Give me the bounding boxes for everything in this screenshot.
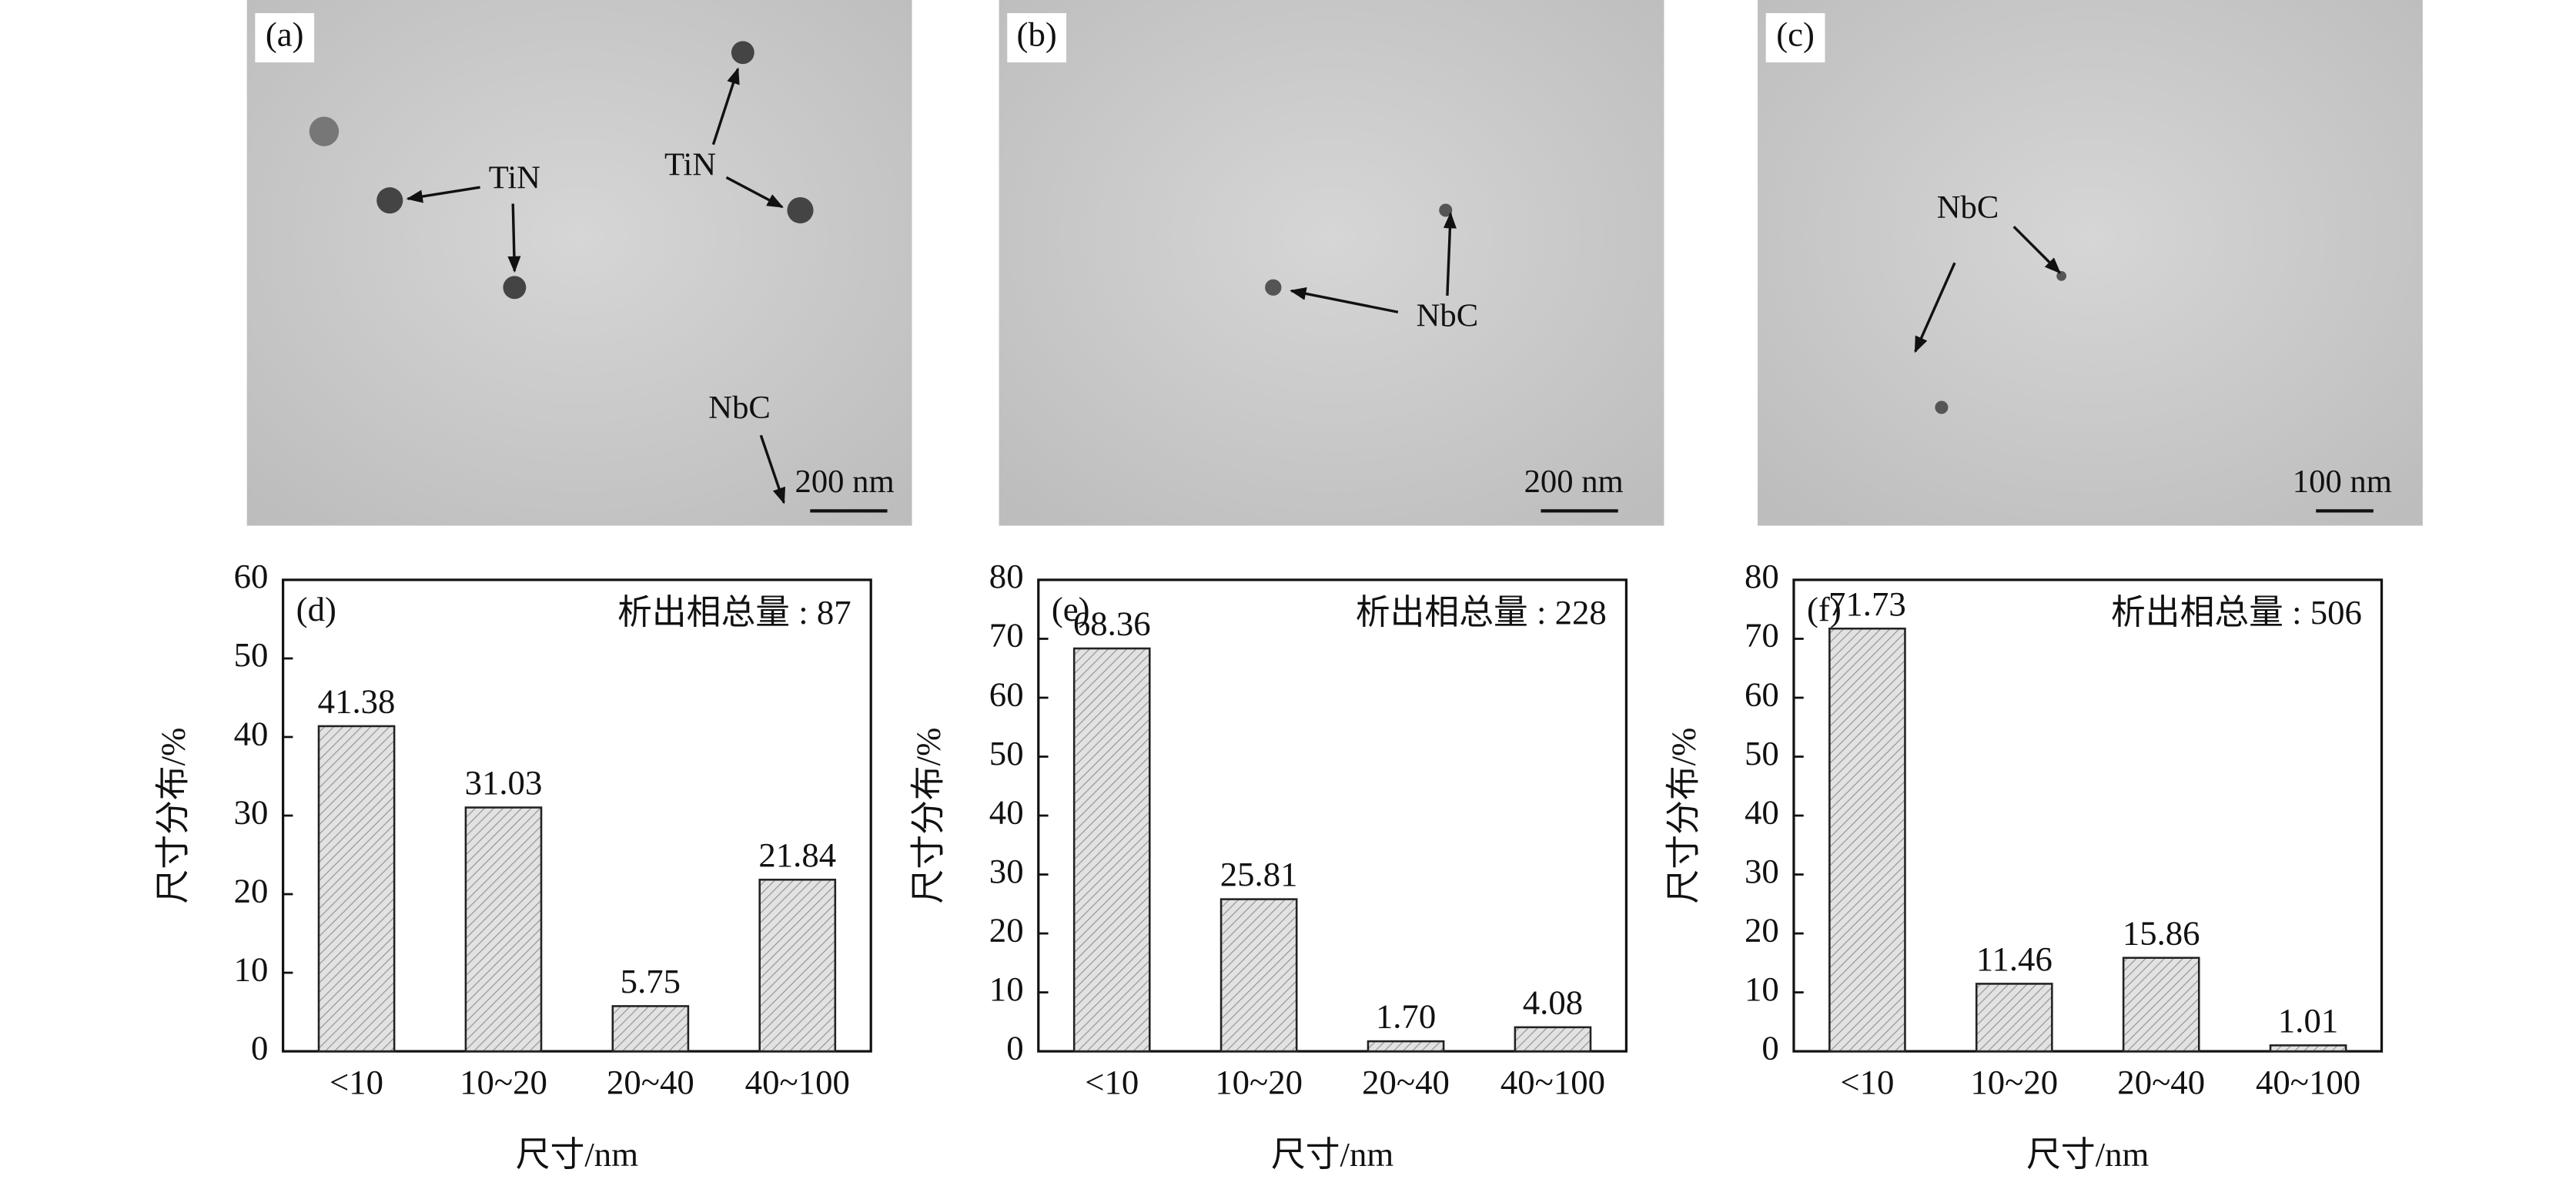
image [999,0,1664,526]
annotation: TiN [664,146,716,183]
y-tick-label: 50 [1745,734,1779,772]
y-tick-label: 60 [989,675,1024,713]
value-label: 21.84 [758,836,836,874]
bar [1975,983,2053,1053]
x-tick-label: <10 [1840,1063,1894,1101]
x-tick-label: 40~100 [745,1063,850,1101]
bar [1514,1026,1592,1053]
bar [1367,1040,1445,1053]
x-tick-label: <10 [1085,1063,1139,1101]
value-label: 15.86 [2123,913,2200,952]
value-label: 41.38 [318,682,396,720]
y-tick-label: 40 [234,714,269,752]
annotation: NbC [1937,189,1999,226]
annotation: NbC [1417,298,1479,334]
panel-label: (b) [1017,15,1057,53]
y-tick-label: 20 [234,871,269,910]
y-axis-label: 尺寸分布/% [1664,728,1703,904]
value-label: 5.75 [621,962,681,1000]
image [1758,0,2423,526]
value-label: 71.73 [1828,585,1906,623]
y-tick-label: 80 [1745,557,1779,595]
panel-label: (e) [1052,590,1090,628]
y-tick-label: 30 [1745,852,1779,890]
value-label: 11.46 [1976,940,2052,978]
y-tick-label: 70 [1745,616,1779,655]
y-tick-label: 20 [989,910,1024,949]
panel-label: (c) [1776,15,1815,53]
micrograph-a: (a) TiN TiN NbC 200 nm [246,0,912,526]
value-label: 4.08 [1523,983,1583,1021]
annotation: NbC [708,390,771,426]
bar [2122,957,2200,1053]
panel-label: (f) [1807,590,1842,628]
bar [758,878,837,1053]
bar [317,725,396,1053]
micrograph-b: (b) NbC 200 nm [999,0,1664,526]
bar [611,1005,690,1053]
bar [464,806,543,1053]
value-label: 25.81 [1220,855,1298,893]
y-tick-label: 10 [234,950,269,988]
scale-bar-label: 100 nm [2293,464,2392,500]
scale-bar-label: 200 nm [795,464,895,500]
image [246,0,912,526]
y-tick-label: 0 [251,1028,268,1067]
y-tick-label: 50 [989,734,1024,772]
y-tick-label: 40 [1745,792,1779,831]
y-tick-label: 40 [989,792,1024,831]
x-tick-label: 10~20 [1970,1063,2058,1101]
bar [1828,627,1906,1053]
y-tick-label: 80 [989,557,1024,595]
y-tick-label: 60 [1745,675,1779,713]
x-tick-label: 40~100 [2256,1063,2360,1101]
y-tick-label: 30 [234,792,269,831]
value-label: 1.01 [2278,1001,2338,1040]
bar [1219,898,1298,1053]
x-axis-label: 尺寸/nm [2026,1135,2149,1174]
bar [2269,1044,2347,1053]
y-axis-label: 尺寸分布/% [908,728,947,904]
annotation: TiN [489,159,540,196]
x-tick-label: 40~100 [1500,1063,1605,1101]
micrograph-c: (c) NbC 100 nm [1758,0,2423,526]
x-axis-label: 尺寸/nm [1271,1135,1393,1174]
y-tick-label: 0 [1761,1028,1778,1067]
value-label: 1.70 [1376,997,1436,1036]
y-tick-label: 10 [989,970,1024,1008]
x-tick-label: 10~20 [460,1063,547,1101]
value-label: 68.36 [1073,605,1151,643]
x-axis-label: 尺寸/nm [516,1135,638,1174]
y-tick-label: 10 [1745,970,1779,1008]
y-tick-label: 50 [234,635,269,674]
y-tick-label: 0 [1006,1028,1023,1067]
bar [1072,647,1151,1053]
panel-label: (d) [296,590,336,628]
panel-label: (a) [266,15,304,53]
x-tick-label: 10~20 [1215,1063,1303,1101]
value-label: 31.03 [465,763,543,802]
y-tick-label: 60 [234,557,269,595]
annotation: 析出相总量 : 506 [2111,593,2362,632]
x-tick-label: 20~40 [607,1063,694,1101]
y-tick-label: 20 [1745,910,1779,949]
annotation: 析出相总量 : 87 [617,593,851,632]
annotation: 析出相总量 : 228 [1356,593,1607,632]
scale-bar-label: 200 nm [1524,464,1624,500]
y-tick-label: 70 [989,616,1024,655]
x-tick-label: 20~40 [1362,1063,1450,1101]
y-axis-label: 尺寸分布/% [153,728,192,904]
x-tick-label: 20~40 [2117,1063,2205,1101]
y-tick-label: 30 [989,852,1024,890]
x-tick-label: <10 [330,1063,383,1101]
